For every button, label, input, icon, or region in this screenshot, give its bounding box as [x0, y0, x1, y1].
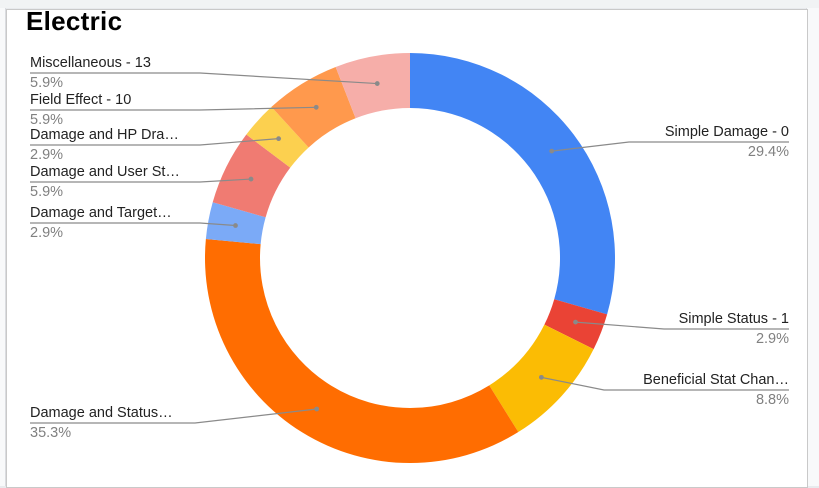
slice-label: Beneficial Stat Chan…: [643, 372, 789, 388]
leader-dot: [573, 319, 578, 325]
leader-dot: [314, 406, 320, 412]
slice-percent-label: 29.4%: [748, 144, 789, 160]
slice-percent-label: 8.8%: [756, 392, 789, 408]
leader-line: [30, 408, 317, 424]
slice-percent-label: 2.9%: [30, 225, 63, 241]
donut-slice[interactable]: [335, 53, 410, 119]
leader-line: [30, 138, 279, 146]
donut-slice[interactable]: [410, 53, 615, 315]
slice-percent-label: 5.9%: [30, 184, 63, 200]
leader-line: [30, 72, 378, 85]
leader-dot: [276, 136, 282, 142]
leader-line: [575, 321, 789, 330]
slice-label: Simple Damage - 0: [665, 124, 789, 140]
chart-title: Electric: [26, 6, 123, 36]
slice-label: Damage and Target…: [30, 205, 172, 221]
donut-slice[interactable]: [204, 239, 519, 463]
leader-dot: [313, 104, 319, 110]
slice-percent-label: 5.9%: [30, 112, 63, 128]
slice-percent-label: 35.3%: [30, 425, 71, 441]
leader-dot: [538, 374, 544, 380]
slice-percent-label: 2.9%: [30, 147, 63, 163]
slice-label: Miscellaneous - 13: [30, 55, 151, 71]
slice-label: Damage and Status…: [30, 405, 173, 421]
sheet-left-gutter: [0, 8, 6, 486]
leader-dot: [248, 176, 254, 182]
donut-slice[interactable]: [212, 134, 291, 218]
leader-line: [541, 376, 789, 391]
slice-percent-label: 2.9%: [756, 331, 789, 347]
leader-dot: [374, 81, 380, 86]
sheet-top-strip: [0, 0, 819, 8]
leader-dot: [549, 148, 555, 154]
slice-label: Field Effect - 10: [30, 92, 131, 108]
leader-dot: [233, 223, 238, 228]
slice-label: Damage and User St…: [30, 164, 180, 180]
leader-line: [30, 178, 252, 183]
leader-line: [30, 222, 236, 227]
slice-label: Damage and HP Dra…: [30, 127, 179, 143]
leader-line: [30, 106, 317, 111]
slice-label: Simple Status - 1: [679, 311, 789, 327]
slice-percent-label: 5.9%: [30, 75, 63, 91]
leader-line: [551, 141, 789, 152]
